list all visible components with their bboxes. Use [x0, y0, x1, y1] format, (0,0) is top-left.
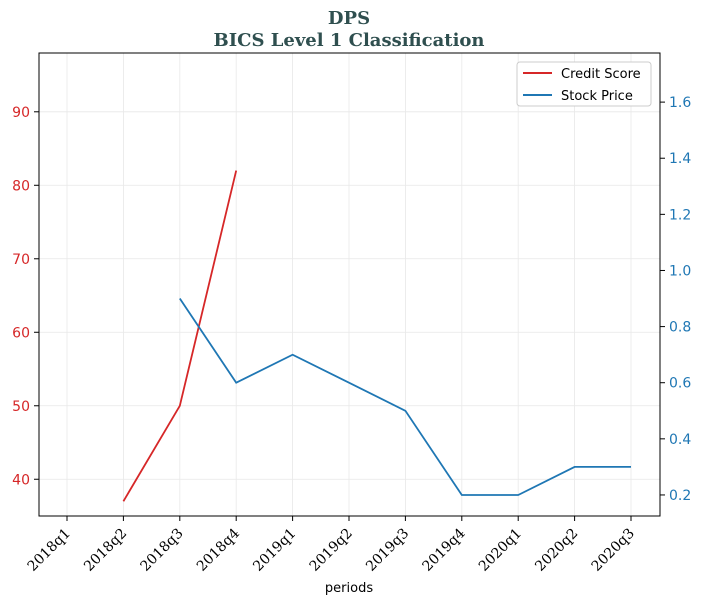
x-tick-label: 2020q1	[476, 526, 525, 575]
legend-label-credit-score: Credit Score	[561, 67, 641, 82]
x-tick-label: 2020q3	[589, 526, 638, 575]
right-tick-label: 1.4	[669, 151, 691, 167]
grid	[39, 53, 660, 516]
right-tick-label: 0.2	[669, 488, 691, 504]
right-tick-label: 0.8	[669, 320, 691, 336]
left-tick-label: 90	[12, 105, 30, 121]
legend: Credit Score Stock Price	[516, 61, 652, 107]
left-tick-label: 40	[12, 472, 30, 488]
series-layer	[122, 170, 631, 502]
right-axis: 0.2 0.4 0.6 0.8 1.0 1.2 1.4 1.6	[660, 95, 691, 504]
plot-frame	[38, 52, 661, 517]
legend-label-stock-price: Stock Price	[561, 89, 633, 104]
right-tick-label: 0.4	[669, 432, 691, 448]
x-axis: 2018q1 2018q2 2018q3 2018q4 2019q1 2019q2 2019…	[25, 516, 638, 575]
x-tick-label: 2019q4	[419, 525, 468, 574]
x-tick-label: 2018q4	[194, 525, 243, 574]
series-line-credit-score	[122, 170, 238, 502]
x-tick-label: 2020q2	[532, 526, 581, 575]
chart-title: DPS	[328, 8, 370, 29]
right-tick-label: 1.6	[669, 95, 691, 111]
left-tick-label: 60	[12, 325, 30, 341]
series-line-stock-price	[179, 297, 631, 496]
chart-subtitle: BICS Level 1 Classification	[213, 30, 484, 51]
x-tick-label: 2019q1	[250, 526, 299, 575]
x-axis-label: periods	[325, 581, 373, 596]
x-tick-label: 2018q3	[137, 526, 186, 575]
right-tick-label: 1.0	[669, 263, 691, 279]
x-tick-label: 2019q2	[307, 526, 356, 575]
right-tick-label: 1.2	[669, 207, 691, 223]
left-tick-label: 50	[12, 399, 30, 415]
x-tick-label: 2019q3	[363, 526, 412, 575]
x-tick-label: 2018q2	[81, 526, 130, 575]
x-tick-label: 2018q1	[25, 526, 74, 575]
left-tick-label: 80	[12, 178, 30, 194]
left-tick-label: 70	[12, 252, 30, 268]
left-axis: 40 50 60 70 80 90	[12, 105, 39, 488]
right-tick-label: 0.6	[669, 376, 691, 392]
